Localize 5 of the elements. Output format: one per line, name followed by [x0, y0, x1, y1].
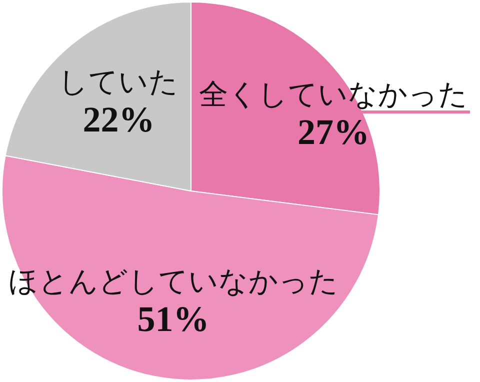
data-label: 27% [298, 112, 370, 152]
slice-label: していた [58, 66, 179, 99]
data-label: 22% [82, 100, 155, 140]
data-label: 51% [137, 299, 210, 340]
slice-label: ほとんどしていなかった [8, 266, 338, 298]
